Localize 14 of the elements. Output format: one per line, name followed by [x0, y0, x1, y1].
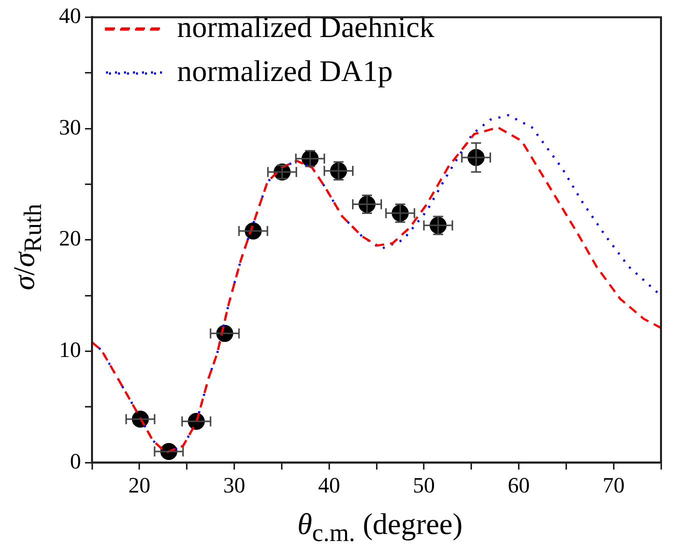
y-tick-label: 30 — [59, 114, 81, 140]
y-tick-label: 10 — [59, 337, 81, 362]
x-tick-label: 20 — [128, 472, 150, 498]
x-tick-label: 50 — [412, 472, 435, 498]
y-tick-label: 40 — [59, 2, 81, 28]
x-tick-label: 70 — [602, 472, 625, 498]
y-tick-label: 20 — [59, 226, 81, 251]
x-tick-label: 60 — [508, 472, 530, 498]
y-tick-label: 0 — [70, 448, 81, 474]
legend-label: normalized Daehnick — [177, 10, 434, 44]
x-tick-label: 30 — [223, 472, 246, 498]
legend-label: normalized DA1p — [177, 54, 393, 88]
x-tick-label: 40 — [318, 472, 340, 498]
x-axis-title: θ$_{c.m.}$ (degree) — [297, 508, 463, 548]
